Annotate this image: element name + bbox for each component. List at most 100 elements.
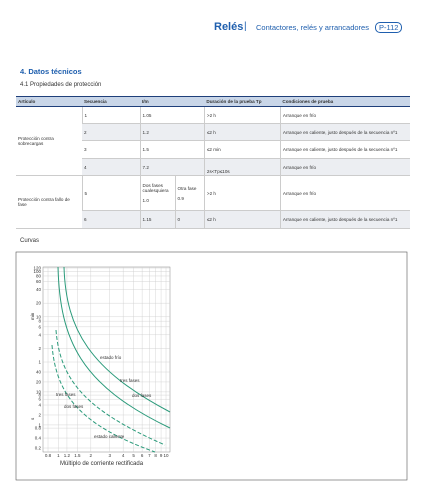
frame <box>15 251 408 481</box>
cell: Arranque en caliente, justo después de l… <box>279 123 410 141</box>
y-tick-label: 80 <box>36 273 42 278</box>
cell: Arranque en frío <box>279 175 410 211</box>
cell: >2 h <box>203 175 281 211</box>
cell: 0 <box>174 210 205 229</box>
cell: 1.15 <box>139 210 175 229</box>
cell: ≤2 h <box>203 210 281 229</box>
x-tick-label: 1 <box>57 453 60 458</box>
y-tick-label: 100 <box>33 269 41 274</box>
cell: ≤2 h <box>203 123 281 141</box>
cell: >2 h <box>203 106 281 124</box>
x-tick-label: 0.8 <box>45 453 52 458</box>
cell: 7.2 <box>139 158 205 176</box>
curve-label: estado frío <box>100 355 122 360</box>
phase-header: Dos fases cualesquiera <box>142 183 169 193</box>
cell-value: 0.9 <box>177 195 184 201</box>
cell: 1.2 <box>139 123 205 141</box>
y-tick-label: 1 <box>38 360 41 365</box>
y-tick-label: 40 <box>36 287 42 292</box>
x-tick-label: 3 <box>108 453 111 458</box>
y-tick-label: 0.4 <box>35 436 42 441</box>
page-number: P-112 <box>375 22 403 33</box>
hot-two-phase <box>51 344 156 453</box>
x-tick-label: 4 <box>122 453 125 458</box>
group: Protección contra sobrecargas <box>16 106 82 176</box>
cell: 1.05 <box>139 106 205 124</box>
y-tick-label: 10 <box>36 314 42 319</box>
curve-label: dos fases <box>132 393 152 398</box>
y-tick-label: 6 <box>38 324 41 329</box>
curves <box>51 266 171 453</box>
separator: | <box>244 21 247 32</box>
y-tick-label: 6 <box>38 397 41 402</box>
cell: Arranque en frío <box>279 106 410 124</box>
y-tick-label: 10 <box>36 389 42 394</box>
col-header: Artículo <box>16 96 82 107</box>
y-tick-label: 4 <box>38 403 41 408</box>
y-tick-label: 20 <box>36 301 42 306</box>
y-tick-label: 8 <box>38 393 41 398</box>
cold-two-phase <box>57 266 171 429</box>
cell: 1.5 <box>139 140 205 159</box>
cell: 6 <box>82 210 140 229</box>
cell: Otra fase 0.9 <box>174 175 205 211</box>
cell: Arranque en caliente, justo después de l… <box>279 210 410 229</box>
cell: Arranque en frío <box>279 158 410 176</box>
x-tick-label: 1.2 <box>64 453 71 458</box>
y-tick-label: 0.8 <box>35 426 42 431</box>
y-tick-label: 2 <box>38 346 41 351</box>
x-tick-label: 9 <box>160 453 163 458</box>
y-tick-label: 60 <box>36 279 42 284</box>
plot-area <box>42 266 171 453</box>
x-tick-label: 6 <box>141 453 144 458</box>
subtitle: Contactores, relés y arrancadores <box>256 23 369 32</box>
y-tick-label: 1 <box>38 422 41 427</box>
y-tick-label: 20 <box>36 379 42 384</box>
heading: 4. Datos técnicos <box>20 67 82 76</box>
cell-value: 1.0 <box>142 198 149 203</box>
protection-table: Artículo Secuencia I/In Duración de la p… <box>16 96 410 229</box>
x-tick-label: 10 <box>163 453 169 458</box>
y-tick-label: 8 <box>38 319 41 324</box>
y-tick-label: 40 <box>36 370 42 375</box>
cell: 3 <box>82 140 140 159</box>
section: Relés <box>214 21 244 33</box>
y-tick-label: 2 <box>38 412 41 417</box>
cell: 2 <box>82 123 140 141</box>
curve-label: estado caliente <box>94 434 125 439</box>
y-tick-label: 0.2 <box>35 446 42 451</box>
cell: ≤2 min <box>203 140 281 159</box>
y-tick-label: 4 <box>38 332 41 337</box>
col-header: Condiciones de prueba <box>280 96 410 107</box>
curve-label: tres fases <box>56 392 76 397</box>
subheading: 4.1 Propiedades de protección <box>20 82 102 88</box>
y-tick-label: 120 <box>33 266 41 271</box>
x-tick-label: 7 <box>148 453 151 458</box>
x-tick-label: 1.5 <box>74 453 81 458</box>
x-tick-label: 2 <box>90 453 93 458</box>
cold-three-phase <box>63 266 171 413</box>
cell: 2s<Tp≤10s <box>203 158 281 176</box>
cell: Dos fases cualesquiera 1.0 <box>139 175 175 211</box>
cell: Arranque en caliente, justo después de l… <box>279 140 410 159</box>
unit-label: s <box>30 417 35 420</box>
col-header: I/In <box>140 96 205 107</box>
col-header: Secuencia <box>82 96 140 107</box>
x-tick-label: 8 <box>154 453 157 458</box>
curve-label: dos fases <box>64 404 84 409</box>
curve-label: tres fases <box>120 378 140 383</box>
x-tick-label: 5 <box>132 453 135 458</box>
cell: 1 <box>81 106 140 124</box>
unit-label: min <box>30 312 35 320</box>
grid <box>43 267 170 452</box>
hot-three-phase <box>55 329 166 446</box>
col-header: Duración de la prueba Tp <box>204 96 281 107</box>
group: Protección contra fallo de fase <box>16 175 82 229</box>
curves-title: Curvas <box>20 238 40 244</box>
x-axis-title: Múltiplo de corriente rectificada <box>60 461 144 467</box>
cell: 4 <box>82 158 140 176</box>
phase-header: Otra fase <box>177 185 197 191</box>
cell: 5 <box>81 175 140 211</box>
